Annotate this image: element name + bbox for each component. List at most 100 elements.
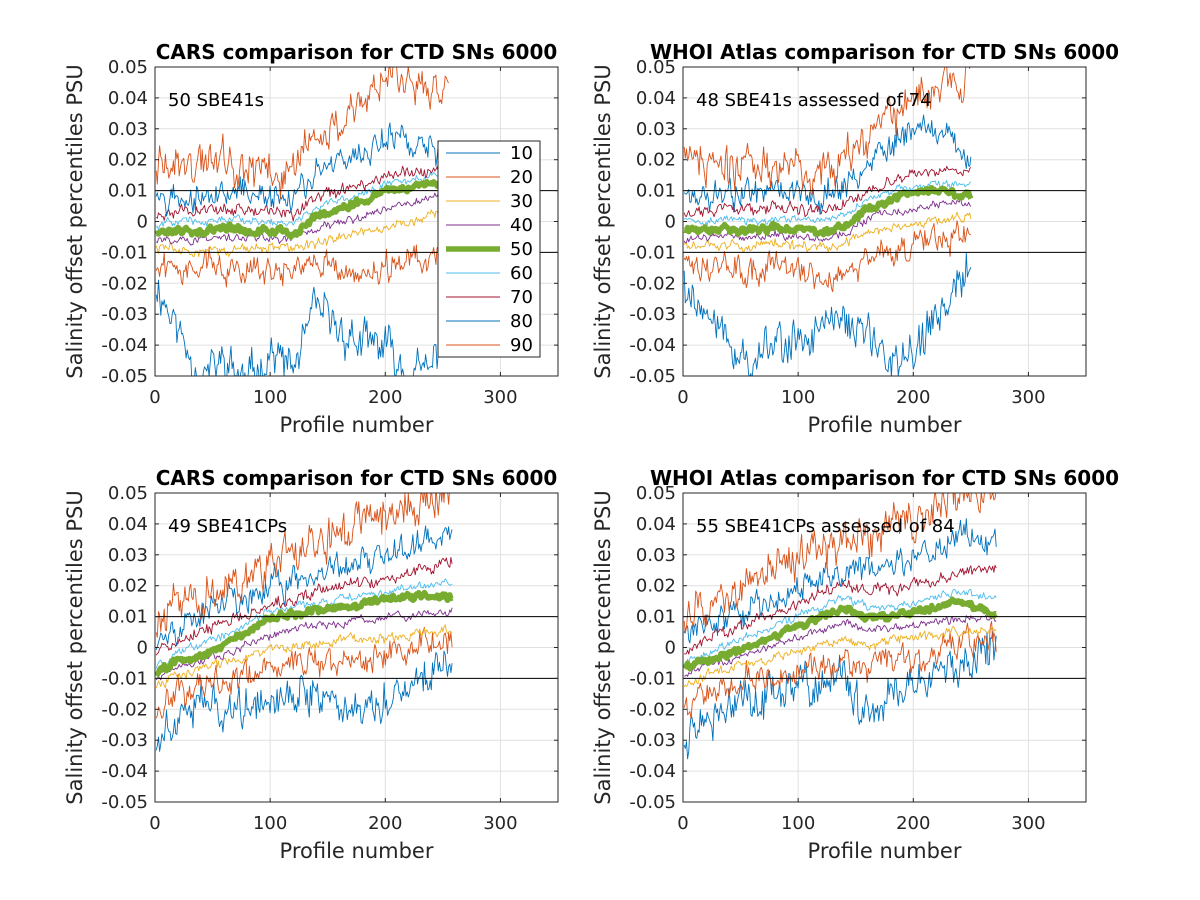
y-tick-label: 0 <box>137 212 148 233</box>
y-tick-label: -0.02 <box>101 699 148 720</box>
series-line-30 <box>155 206 450 258</box>
series-group <box>155 493 454 752</box>
legend-label-70: 70 <box>510 287 533 308</box>
y-tick-label: 0.04 <box>108 514 148 535</box>
series-group <box>683 67 974 376</box>
y-tick-label: 0.01 <box>636 607 676 628</box>
y-tick-label: 0.05 <box>636 483 676 504</box>
chart-title: WHOI Atlas comparison for CTD SNs 6000 <box>650 40 1119 64</box>
x-tick-label: 300 <box>483 387 517 408</box>
x-tick-label: 0 <box>677 387 688 408</box>
x-tick-label: 0 <box>149 813 160 834</box>
annotation-text: 48 SBE41s assessed of 74 <box>696 90 932 111</box>
series-line-60 <box>155 171 449 231</box>
series-line-70 <box>155 556 453 656</box>
y-tick-label: 0.02 <box>636 150 676 171</box>
x-tick-label: 100 <box>781 813 815 834</box>
chart-panel-4: 0 100 200 300 -0.05 -0.04 -0.03 -0.02 -0.01 0 0.01… <box>591 466 1119 863</box>
series-line-60 <box>683 180 972 227</box>
y-tick-label: -0.05 <box>629 792 676 813</box>
series-line-90 <box>155 67 449 200</box>
legend: 10 20 30 40 50 60 70 80 90 <box>437 140 541 358</box>
series-line-70 <box>683 165 972 218</box>
y-axis-label: Salinity offset percentiles PSU <box>591 64 615 378</box>
y-tick-label: -0.02 <box>101 273 148 294</box>
series-line-40 <box>683 196 972 244</box>
chart-title: WHOI Atlas comparison for CTD SNs 6000 <box>650 466 1119 490</box>
chart-panel-3: 0 100 200 300 -0.05 -0.04 -0.03 -0.02 -0.01 0 0.01… <box>63 466 559 863</box>
series-line-20 <box>683 220 972 293</box>
y-tick-label: 0.04 <box>636 88 676 109</box>
y-tick-label: 0.04 <box>636 514 676 535</box>
x-tick-label: 100 <box>253 387 287 408</box>
series-line-30 <box>155 624 453 689</box>
x-tick-label: 100 <box>781 387 815 408</box>
y-axis-label: Salinity offset percentiles PSU <box>63 490 87 804</box>
y-tick-label: 0 <box>665 638 676 659</box>
y-axis-label: Salinity offset percentiles PSU <box>63 64 87 378</box>
legend-label-30: 30 <box>510 191 533 212</box>
series-line-10 <box>155 279 450 376</box>
legend-label-20: 20 <box>510 167 533 188</box>
legend-label-40: 40 <box>510 215 533 236</box>
series-line-50 <box>683 184 974 238</box>
y-tick-label: -0.04 <box>101 335 148 356</box>
y-tick-label: -0.04 <box>629 761 676 782</box>
series-group <box>683 493 998 760</box>
series-group <box>155 67 452 376</box>
y-tick-label: 0.05 <box>108 483 148 504</box>
y-tick-label: 0.02 <box>108 576 148 597</box>
y-tick-label: -0.01 <box>101 242 148 263</box>
series-line-20 <box>155 626 453 719</box>
x-tick-label: 0 <box>677 813 688 834</box>
series-line-80 <box>155 122 450 217</box>
legend-label-50: 50 <box>510 239 533 260</box>
y-tick-label: -0.05 <box>101 792 148 813</box>
y-tick-label: -0.01 <box>101 668 148 689</box>
legend-label-10: 10 <box>510 143 533 164</box>
x-tick-label: 200 <box>896 387 930 408</box>
y-tick-label: -0.03 <box>101 730 148 751</box>
x-tick-label: 300 <box>483 813 517 834</box>
y-tick-label: 0.03 <box>108 119 148 140</box>
series-line-30 <box>683 211 972 253</box>
y-tick-label: -0.04 <box>101 761 148 782</box>
y-tick-label: 0.01 <box>108 181 148 202</box>
y-tick-label: 0.02 <box>108 150 148 171</box>
y-tick-label: -0.03 <box>629 304 676 325</box>
series-line-20 <box>683 620 997 720</box>
y-tick-label: 0.02 <box>636 576 676 597</box>
series-line-90 <box>155 493 450 638</box>
x-tick-label: 300 <box>1011 813 1045 834</box>
y-tick-label: 0.03 <box>636 545 676 566</box>
y-tick-label: 0.05 <box>108 57 148 78</box>
y-tick-label: -0.03 <box>629 730 676 751</box>
y-tick-label: 0.01 <box>636 181 676 202</box>
y-tick-label: 0.05 <box>636 57 676 78</box>
annotation-text: 49 SBE41CPs <box>168 516 287 537</box>
chart-panel-1: 0 100 200 300 -0.05 -0.04 -0.03 -0.02 -0.01 0 0.01… <box>63 40 559 437</box>
x-axis-label: Profile number <box>808 839 962 863</box>
legend-label-60: 60 <box>510 263 533 284</box>
series-line-40 <box>684 614 997 677</box>
y-axis-label: Salinity offset percentiles PSU <box>591 490 615 804</box>
y-tick-label: -0.04 <box>629 335 676 356</box>
series-line-60 <box>683 588 997 665</box>
chart-title: CARS comparison for CTD SNs 6000 <box>156 40 558 64</box>
y-tick-label: -0.01 <box>629 242 676 263</box>
chart-title: CARS comparison for CTD SNs 6000 <box>156 466 558 490</box>
annotation-text: 50 SBE41s <box>168 90 264 111</box>
x-axis-label: Profile number <box>280 839 434 863</box>
x-tick-label: 200 <box>368 813 402 834</box>
y-tick-label: 0.03 <box>636 119 676 140</box>
y-tick-label: 0.01 <box>108 607 148 628</box>
x-tick-label: 200 <box>368 387 402 408</box>
y-tick-label: 0.03 <box>108 545 148 566</box>
legend-label-80: 80 <box>510 311 533 332</box>
y-tick-label: -0.02 <box>629 699 676 720</box>
series-line-80 <box>683 114 972 215</box>
y-tick-label: 0.04 <box>108 88 148 109</box>
x-tick-label: 300 <box>1011 387 1045 408</box>
y-tick-label: 0 <box>665 212 676 233</box>
